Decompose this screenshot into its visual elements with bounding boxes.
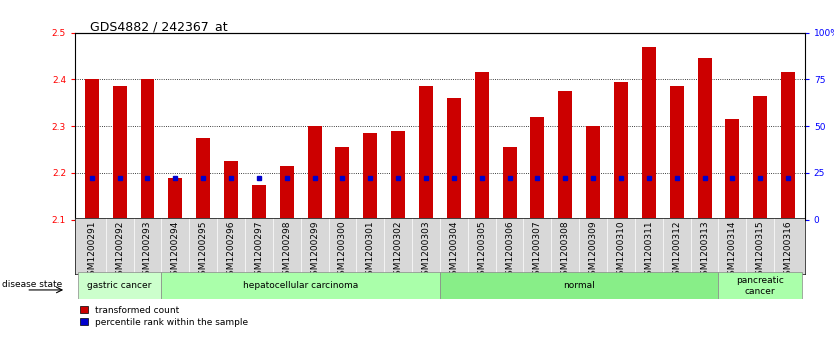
Text: GSM1200312: GSM1200312	[672, 221, 681, 281]
Bar	[85, 79, 98, 220]
Bar	[726, 119, 740, 220]
Bar	[252, 184, 266, 220]
Bar	[279, 166, 294, 220]
Bar	[168, 178, 183, 220]
Text: GSM1200294: GSM1200294	[171, 221, 180, 281]
Bar	[162, 272, 440, 299]
Text: GSM1200314: GSM1200314	[728, 221, 737, 281]
Text: disease state: disease state	[2, 280, 62, 289]
Bar	[503, 147, 516, 220]
Bar	[781, 72, 795, 220]
Bar	[391, 131, 405, 220]
Bar	[78, 272, 162, 299]
Text: pancreatic
cancer: pancreatic cancer	[736, 276, 784, 295]
Text: GSM1200307: GSM1200307	[533, 221, 542, 281]
Bar	[718, 272, 802, 299]
Bar	[614, 82, 628, 220]
Text: GSM1200310: GSM1200310	[616, 221, 626, 281]
Text: GSM1200305: GSM1200305	[477, 221, 486, 281]
Bar	[558, 91, 572, 220]
Text: GSM1200315: GSM1200315	[756, 221, 765, 281]
Bar	[308, 126, 322, 220]
Text: GSM1200301: GSM1200301	[366, 221, 374, 281]
Text: gastric cancer: gastric cancer	[88, 281, 152, 290]
Text: GSM1200311: GSM1200311	[645, 221, 653, 281]
Legend: transformed count, percentile rank within the sample: transformed count, percentile rank withi…	[76, 302, 252, 330]
Text: GSM1200291: GSM1200291	[88, 221, 96, 281]
Bar	[447, 98, 461, 220]
Text: GSM1200302: GSM1200302	[394, 221, 403, 281]
Bar	[196, 138, 210, 220]
Text: GSM1200293: GSM1200293	[143, 221, 152, 281]
Text: GSM1200313: GSM1200313	[700, 221, 709, 281]
Bar	[586, 126, 600, 220]
Text: GDS4882 / 242367_at: GDS4882 / 242367_at	[90, 20, 228, 33]
Bar	[140, 79, 154, 220]
Text: GSM1200297: GSM1200297	[254, 221, 264, 281]
Text: GSM1200308: GSM1200308	[560, 221, 570, 281]
Text: GSM1200309: GSM1200309	[589, 221, 598, 281]
Bar	[753, 96, 767, 220]
Text: GSM1200306: GSM1200306	[505, 221, 514, 281]
Bar	[697, 58, 711, 220]
Text: normal: normal	[563, 281, 595, 290]
Bar	[670, 86, 684, 220]
Text: GSM1200299: GSM1200299	[310, 221, 319, 281]
Bar	[364, 133, 377, 220]
Text: GSM1200316: GSM1200316	[784, 221, 792, 281]
Text: GSM1200292: GSM1200292	[115, 221, 124, 281]
Bar	[419, 86, 433, 220]
Text: hepatocellular carcinoma: hepatocellular carcinoma	[243, 281, 359, 290]
Bar	[440, 272, 718, 299]
Bar	[224, 161, 238, 220]
Bar	[475, 72, 489, 220]
Text: GSM1200296: GSM1200296	[227, 221, 235, 281]
Text: GSM1200298: GSM1200298	[282, 221, 291, 281]
Bar	[335, 147, 349, 220]
Bar	[642, 47, 656, 220]
Text: GSM1200304: GSM1200304	[450, 221, 459, 281]
Bar	[113, 86, 127, 220]
Text: GSM1200300: GSM1200300	[338, 221, 347, 281]
Bar	[530, 117, 545, 220]
Text: GSM1200295: GSM1200295	[198, 221, 208, 281]
Text: GSM1200303: GSM1200303	[421, 221, 430, 281]
